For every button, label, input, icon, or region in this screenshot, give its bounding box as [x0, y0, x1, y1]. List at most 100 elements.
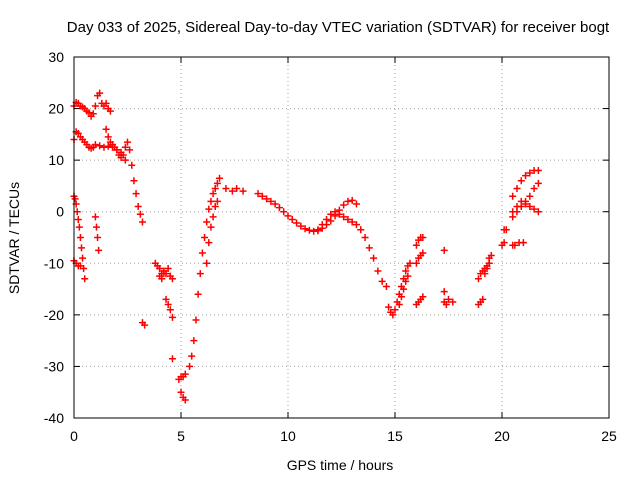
- data-point: [402, 267, 410, 275]
- data-point: [357, 226, 365, 234]
- data-point: [404, 272, 412, 280]
- data-point: [419, 293, 427, 301]
- data-point: [100, 143, 108, 151]
- data-point: [104, 142, 112, 150]
- data-point: [385, 303, 393, 311]
- data-point: [141, 321, 149, 329]
- data-point: [181, 396, 189, 404]
- data-point: [534, 166, 542, 174]
- x-tick-label: 10: [280, 428, 296, 444]
- data-point: [128, 161, 136, 169]
- y-tick-label: 0: [56, 204, 64, 220]
- data-point: [534, 208, 542, 216]
- data-point: [102, 125, 110, 133]
- data-point: [222, 185, 230, 193]
- data-point: [263, 195, 271, 203]
- data-point: [239, 187, 247, 195]
- data-point: [160, 270, 168, 278]
- data-point: [327, 210, 335, 218]
- data-point: [361, 234, 369, 241]
- data-point: [121, 156, 129, 164]
- data-point: [91, 141, 99, 149]
- data-point: [158, 275, 166, 283]
- x-tick-label: 5: [177, 428, 185, 444]
- data-point: [164, 301, 172, 309]
- data-point: [534, 179, 542, 187]
- data-point: [94, 234, 102, 241]
- data-point: [378, 277, 386, 285]
- data-point: [271, 200, 279, 208]
- data-point: [254, 190, 262, 198]
- data-point: [233, 185, 241, 193]
- data-point: [119, 151, 127, 159]
- data-point: [91, 213, 99, 221]
- data-point: [91, 102, 99, 110]
- data-point: [96, 142, 104, 150]
- data-point: [126, 146, 134, 154]
- data-point: [85, 109, 93, 117]
- data-point: [487, 252, 495, 260]
- data-point: [275, 204, 283, 212]
- data-point: [397, 293, 405, 301]
- y-tick-label: -30: [44, 358, 64, 374]
- data-point: [352, 200, 360, 208]
- data-point: [449, 298, 457, 306]
- data-point: [513, 203, 521, 211]
- data-point: [526, 192, 534, 200]
- data-point: [190, 337, 198, 345]
- data-point: [502, 226, 510, 234]
- data-point: [74, 215, 82, 223]
- data-point: [517, 197, 525, 205]
- data-point: [331, 208, 339, 216]
- data-point: [511, 241, 519, 249]
- data-point: [440, 288, 448, 296]
- data-point: [205, 205, 213, 213]
- data-point: [284, 212, 292, 220]
- data-point: [76, 262, 84, 270]
- data-point: [228, 187, 236, 195]
- data-point: [216, 174, 224, 182]
- data-point: [213, 179, 221, 187]
- data-point: [318, 221, 326, 229]
- y-tick-label: 30: [48, 49, 64, 65]
- data-point: [406, 259, 414, 267]
- x-tick-label: 20: [494, 428, 510, 444]
- data-point: [192, 316, 200, 324]
- x-tick-label: 15: [387, 428, 403, 444]
- data-point: [211, 185, 219, 193]
- data-point: [79, 254, 87, 262]
- data-point: [483, 264, 491, 272]
- data-point: [102, 99, 110, 107]
- y-tick-label: 10: [48, 152, 64, 168]
- data-point: [526, 169, 534, 177]
- chart-title: Day 033 of 2025, Sidereal Day-to-day VTE…: [67, 19, 610, 36]
- data-point: [288, 215, 296, 223]
- data-point: [89, 110, 97, 118]
- data-point: [71, 195, 79, 203]
- data-point: [211, 203, 219, 211]
- data-point: [162, 295, 170, 303]
- data-point: [104, 133, 112, 141]
- data-point: [327, 217, 335, 225]
- data-points: [70, 89, 542, 404]
- data-point: [517, 177, 525, 185]
- data-point: [186, 362, 194, 370]
- data-point: [267, 197, 275, 205]
- data-point: [280, 208, 288, 216]
- x-tick-label: 25: [601, 428, 617, 444]
- data-point: [348, 218, 356, 226]
- y-axis-label: SDTVAR / TECUs: [6, 182, 22, 294]
- data-point: [213, 197, 221, 205]
- data-point: [481, 270, 489, 278]
- y-tick-label: -10: [44, 255, 64, 271]
- data-point: [445, 295, 452, 303]
- data-point: [209, 213, 217, 221]
- data-point: [509, 192, 517, 200]
- data-point: [389, 311, 397, 319]
- data-point: [348, 196, 356, 204]
- data-point: [96, 89, 104, 97]
- data-point: [113, 146, 121, 154]
- data-point: [181, 370, 189, 378]
- data-point: [207, 197, 215, 205]
